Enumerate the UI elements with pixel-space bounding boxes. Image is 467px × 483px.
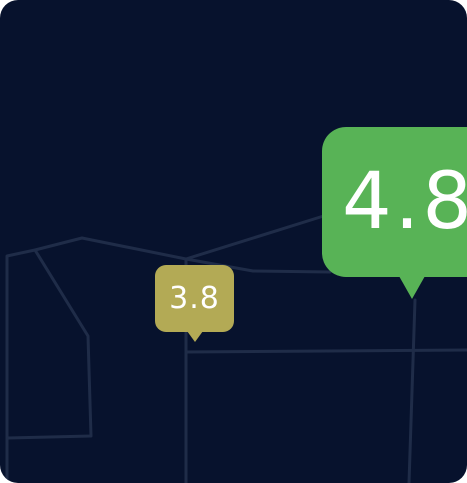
marker-pointer-icon bbox=[399, 276, 425, 299]
road-east-vertical bbox=[407, 298, 417, 483]
road-west-loop bbox=[5, 248, 93, 483]
rating-marker-3-8[interactable]: 3.8 bbox=[155, 265, 234, 342]
rating-marker-4-8-label: 4.8 bbox=[342, 157, 467, 247]
marker-pointer-icon bbox=[186, 331, 203, 342]
road-north-arc bbox=[33, 212, 332, 261]
road-central-horizontal bbox=[184, 257, 332, 274]
road-southern-horizontal bbox=[184, 348, 467, 354]
rating-marker-3-8-label: 3.8 bbox=[169, 281, 220, 316]
rating-marker-4-8[interactable]: 4.8 bbox=[322, 127, 467, 299]
